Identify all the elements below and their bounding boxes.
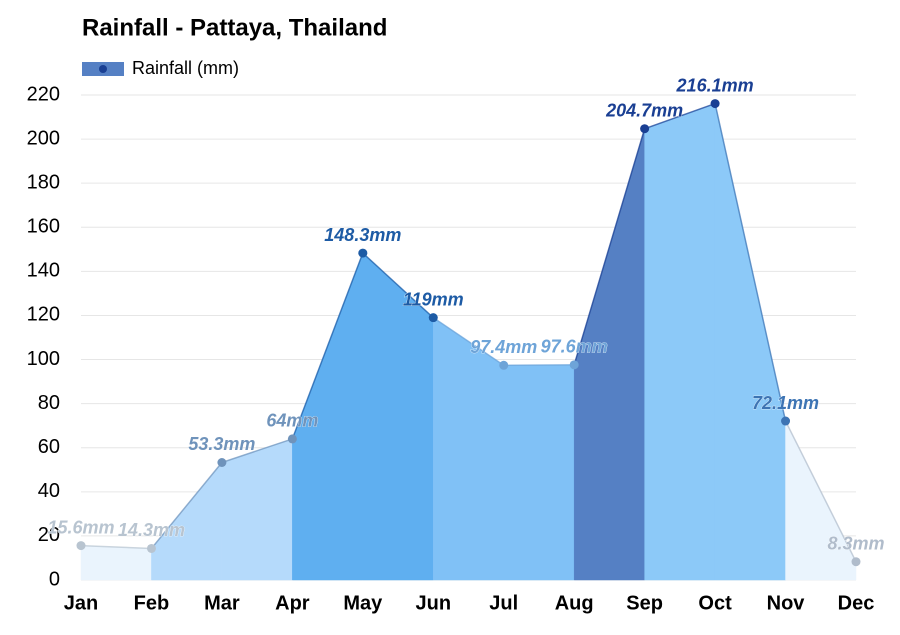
data-label: 15.6mm [47,517,114,537]
x-tick-label: Jun [415,592,451,614]
data-point [711,99,720,108]
data-label: 8.3mm [827,533,884,553]
x-tick-label: Jul [489,592,518,614]
data-point [288,434,297,443]
area-segment [81,546,151,580]
x-tick-label: Apr [275,592,310,614]
data-point [640,124,649,133]
data-point [852,557,861,566]
data-point [147,544,156,553]
x-tick-label: Oct [698,592,732,614]
area-segment [645,104,715,580]
data-label: 97.6mm [541,337,608,357]
data-label: 72.1mm [752,393,819,413]
data-point [781,417,790,426]
x-tick-label: Sep [626,592,663,614]
data-label: 119mm [403,289,464,309]
data-label: 14.3mm [118,520,185,540]
x-tick-label: Mar [204,592,240,614]
y-tick-label: 160 [27,216,60,238]
y-tick-label: 100 [27,348,60,370]
y-tick-label: 200 [27,127,60,149]
x-tick-label: May [343,592,383,614]
data-point [499,361,508,370]
y-tick-label: 80 [38,392,60,414]
x-tick-label: Nov [767,592,806,614]
x-tick-label: Aug [555,592,594,614]
data-label: 64mm [266,411,318,431]
y-tick-label: 40 [38,480,60,502]
area-segment [504,365,574,580]
x-tick-label: Dec [838,592,875,614]
y-tick-label: 120 [27,304,60,326]
data-label: 148.3mm [324,225,401,245]
y-tick-label: 60 [38,436,60,458]
area-segment [222,439,292,580]
area-segment [715,104,785,580]
data-label: 204.7mm [605,100,683,120]
data-label: 216.1mm [676,75,754,95]
data-point [77,541,86,550]
area-segment [786,421,856,580]
chart-title: Rainfall - Pattaya, Thailand [82,14,387,41]
data-point [358,249,367,258]
legend-label: Rainfall (mm) [132,58,239,78]
data-label: 97.4mm [470,337,537,357]
x-tick-label: Jan [64,592,98,614]
y-tick-label: 140 [27,260,60,282]
y-tick-label: 180 [27,171,60,193]
data-point [217,458,226,467]
y-tick-label: 0 [49,568,60,590]
data-point [429,313,438,322]
data-label: 53.3mm [188,434,255,454]
legend-marker [99,65,107,73]
data-point [570,360,579,369]
y-tick-label: 220 [27,83,60,105]
x-tick-label: Feb [134,592,170,614]
